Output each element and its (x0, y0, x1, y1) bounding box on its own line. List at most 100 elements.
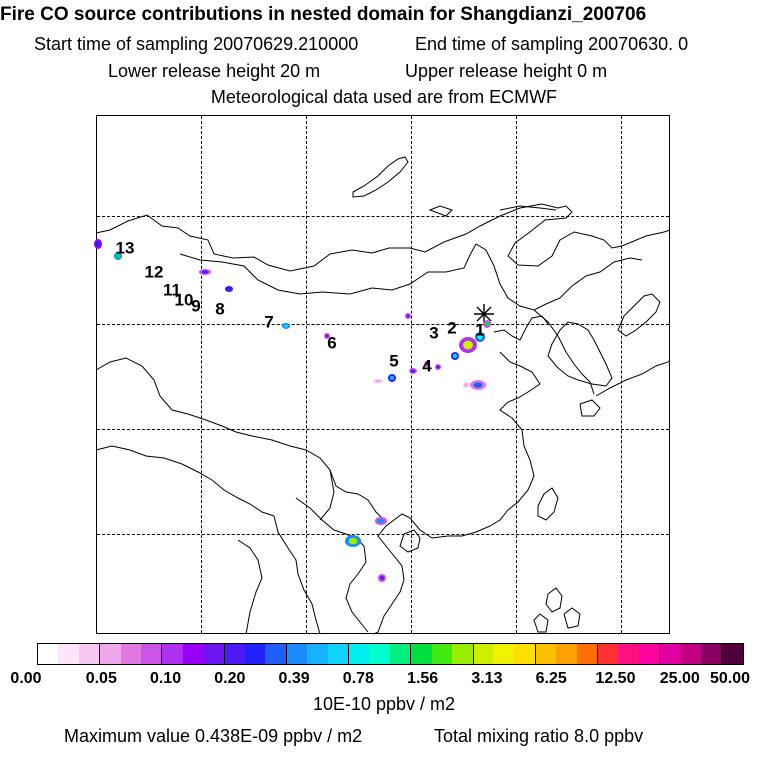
grid-line (411, 116, 412, 633)
fire-source-blob (199, 269, 211, 275)
fire-source-blob (463, 382, 469, 388)
colorbar-tick-label: 1.56 (407, 670, 439, 687)
colorbar-tick-label: 0.39 (278, 670, 310, 687)
fire-source-blob (94, 239, 102, 249)
colorbar-segment (78, 644, 101, 664)
met-data-label: Meteorological data used are from ECMWF (210, 87, 558, 107)
colorbar-segment (327, 644, 350, 664)
colorbar-segment (265, 644, 287, 664)
colorbar-segment (660, 644, 681, 664)
grid-line (306, 116, 307, 633)
map-title: Fire CO source contributions in nested d… (0, 4, 647, 25)
colorbar-segment (431, 644, 453, 664)
fire-source-blob (424, 361, 430, 367)
fire-source-blob (483, 320, 491, 328)
fire-source-blob (378, 574, 386, 582)
site-label: 4 (422, 356, 432, 375)
site-label: 11 (163, 280, 181, 299)
fire-source-blob (324, 333, 330, 339)
colorbar-segment (38, 644, 59, 664)
colorbar-tick-label: 0.05 (85, 670, 117, 687)
lower-release-label: Lower release height 20 m (108, 61, 321, 81)
site-label: 6 (327, 333, 336, 352)
site-label: 12 (145, 262, 164, 281)
colorbar-segment (224, 644, 246, 664)
site-label: 2 (447, 318, 456, 337)
fire-source-blob (114, 252, 122, 260)
colorbar-segment (162, 644, 183, 664)
fire-source-blob (225, 286, 233, 292)
grid-line (516, 116, 517, 633)
fire-source-blob (475, 332, 485, 342)
colorbar-segment (493, 644, 515, 664)
colorbar-segment (203, 644, 225, 664)
upper-release-label: Upper release height 0 m (405, 61, 608, 81)
fire-source-blob (451, 352, 459, 360)
coastline-and-borders (95, 156, 671, 635)
colorbar-tick-label: 6.25 (535, 670, 567, 687)
max-value-label: Maximum value 0.438E-09 ppbv / m2 (64, 726, 363, 746)
start-time-label: Start time of sampling 20070629.210000 (34, 34, 359, 54)
site-label: 1 (475, 320, 484, 339)
end-time-label: End time of sampling 20070630. 0 (415, 34, 689, 54)
colorbar-tick-label: 3.13 (471, 670, 503, 687)
colorbar-tick-label: 50.00 (709, 670, 751, 687)
site-label: 5 (389, 351, 398, 370)
colorbar-segment (514, 644, 536, 664)
total-mixing-ratio-label: Total mixing ratio 8.0 ppbv (434, 726, 644, 746)
colorbar-segment (100, 644, 121, 664)
colorbar-segment (535, 644, 557, 664)
colorbar-segment (349, 644, 370, 664)
colorbar-tick-label: 25.00 (659, 670, 700, 687)
colorbar-segment (701, 644, 723, 664)
colorbar-tick-label: 0.00 (10, 670, 42, 687)
colorbar-tick-label: 0.10 (149, 670, 182, 687)
grid-line (97, 216, 669, 217)
fire-source-blob (405, 313, 411, 319)
grid-line (97, 429, 669, 430)
site-label: 10 (175, 290, 194, 309)
colorbar-segment (389, 644, 412, 664)
grid-line (97, 534, 669, 535)
colorbar-segment (182, 644, 204, 664)
site-label: 9 (191, 296, 200, 315)
colorbar-segment (452, 644, 474, 664)
site-label: 7 (264, 312, 273, 331)
grid-line (201, 116, 202, 633)
units-label: 10E-10 ppbv / m2 (312, 694, 456, 714)
colorbar-segment (307, 644, 328, 664)
fire-source-blob (375, 517, 387, 525)
colorbar (37, 643, 744, 665)
colorbar-segment (369, 644, 390, 664)
colorbar-segment (120, 644, 142, 664)
site-label: 8 (215, 299, 224, 318)
colorbar-segment (618, 644, 639, 664)
station-marker-icon (474, 304, 494, 324)
colorbar-tick-label: 0.20 (214, 670, 246, 687)
colorbar-segment (556, 644, 577, 664)
colorbar-segment (638, 644, 661, 664)
fire-source-blob (409, 368, 417, 374)
colorbar-segment (722, 644, 743, 664)
site-label: 3 (429, 323, 438, 342)
colorbar-segment (286, 644, 308, 664)
map-area (96, 115, 670, 634)
colorbar-segment (473, 644, 494, 664)
fire-source-blob (459, 337, 477, 353)
fire-source-blob (435, 364, 441, 370)
site-label: 13 (116, 238, 135, 257)
colorbar-segment (245, 644, 266, 664)
fire-source-blob (470, 380, 486, 390)
fire-source-blob (282, 323, 290, 329)
colorbar-segment (411, 644, 432, 664)
fire-source-blob (345, 535, 361, 547)
colorbar-tick-label: 0.78 (342, 670, 374, 687)
grid-line (97, 324, 669, 325)
colorbar-segment (680, 644, 701, 664)
fire-source-blob (388, 374, 396, 382)
colorbar-segment (597, 644, 619, 664)
fire-source-blob (373, 379, 383, 383)
colorbar-segment (141, 644, 163, 664)
